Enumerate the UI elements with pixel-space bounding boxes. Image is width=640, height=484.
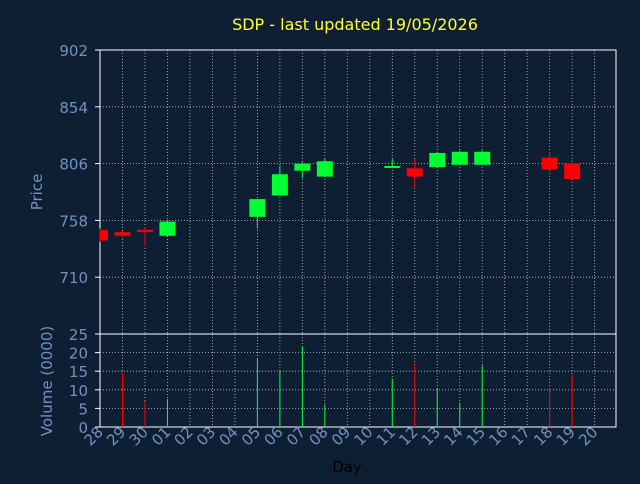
price-frame [99, 49, 617, 335]
volume-axis-label: Volume (0000) [38, 326, 56, 436]
chart-title: SDP - last updated 19/05/2026 [232, 15, 478, 34]
price-tick-label: 758 [59, 212, 88, 230]
candle-body [114, 232, 131, 236]
candle-body [316, 161, 333, 177]
candle-body [294, 163, 311, 171]
volume-tick-label: 0 [78, 419, 88, 437]
x-tick-labels: 2829300102030405060708091011121314151617… [81, 423, 602, 449]
candle-body [384, 165, 401, 168]
volume-frame [99, 333, 617, 428]
price-tick-label: 710 [59, 269, 88, 287]
price-tick-label: 902 [59, 42, 88, 60]
price-tick-label: 854 [59, 99, 88, 117]
candle-body [271, 174, 288, 196]
candle-body [474, 151, 491, 165]
volume-tick-label: 5 [78, 400, 88, 418]
volume-tick-label: 25 [69, 326, 88, 344]
price-tick-label: 806 [59, 156, 88, 174]
candle-body [541, 157, 558, 170]
candle-body [429, 152, 446, 168]
candle-body [406, 168, 423, 177]
candle-body [136, 229, 153, 232]
volume-tick-label: 10 [69, 382, 88, 400]
candle-body [159, 221, 176, 236]
price-panel: 902 854 806 758 710 [59, 42, 617, 335]
volume-tick-label: 15 [69, 363, 88, 381]
candle-body [249, 199, 266, 217]
volume-tick-label: 20 [69, 345, 88, 363]
candle-body [451, 151, 468, 165]
candle-body [564, 163, 581, 179]
x-axis-label: Day [332, 458, 362, 476]
price-axis-label: Price [28, 174, 46, 211]
candle-body [100, 229, 108, 241]
